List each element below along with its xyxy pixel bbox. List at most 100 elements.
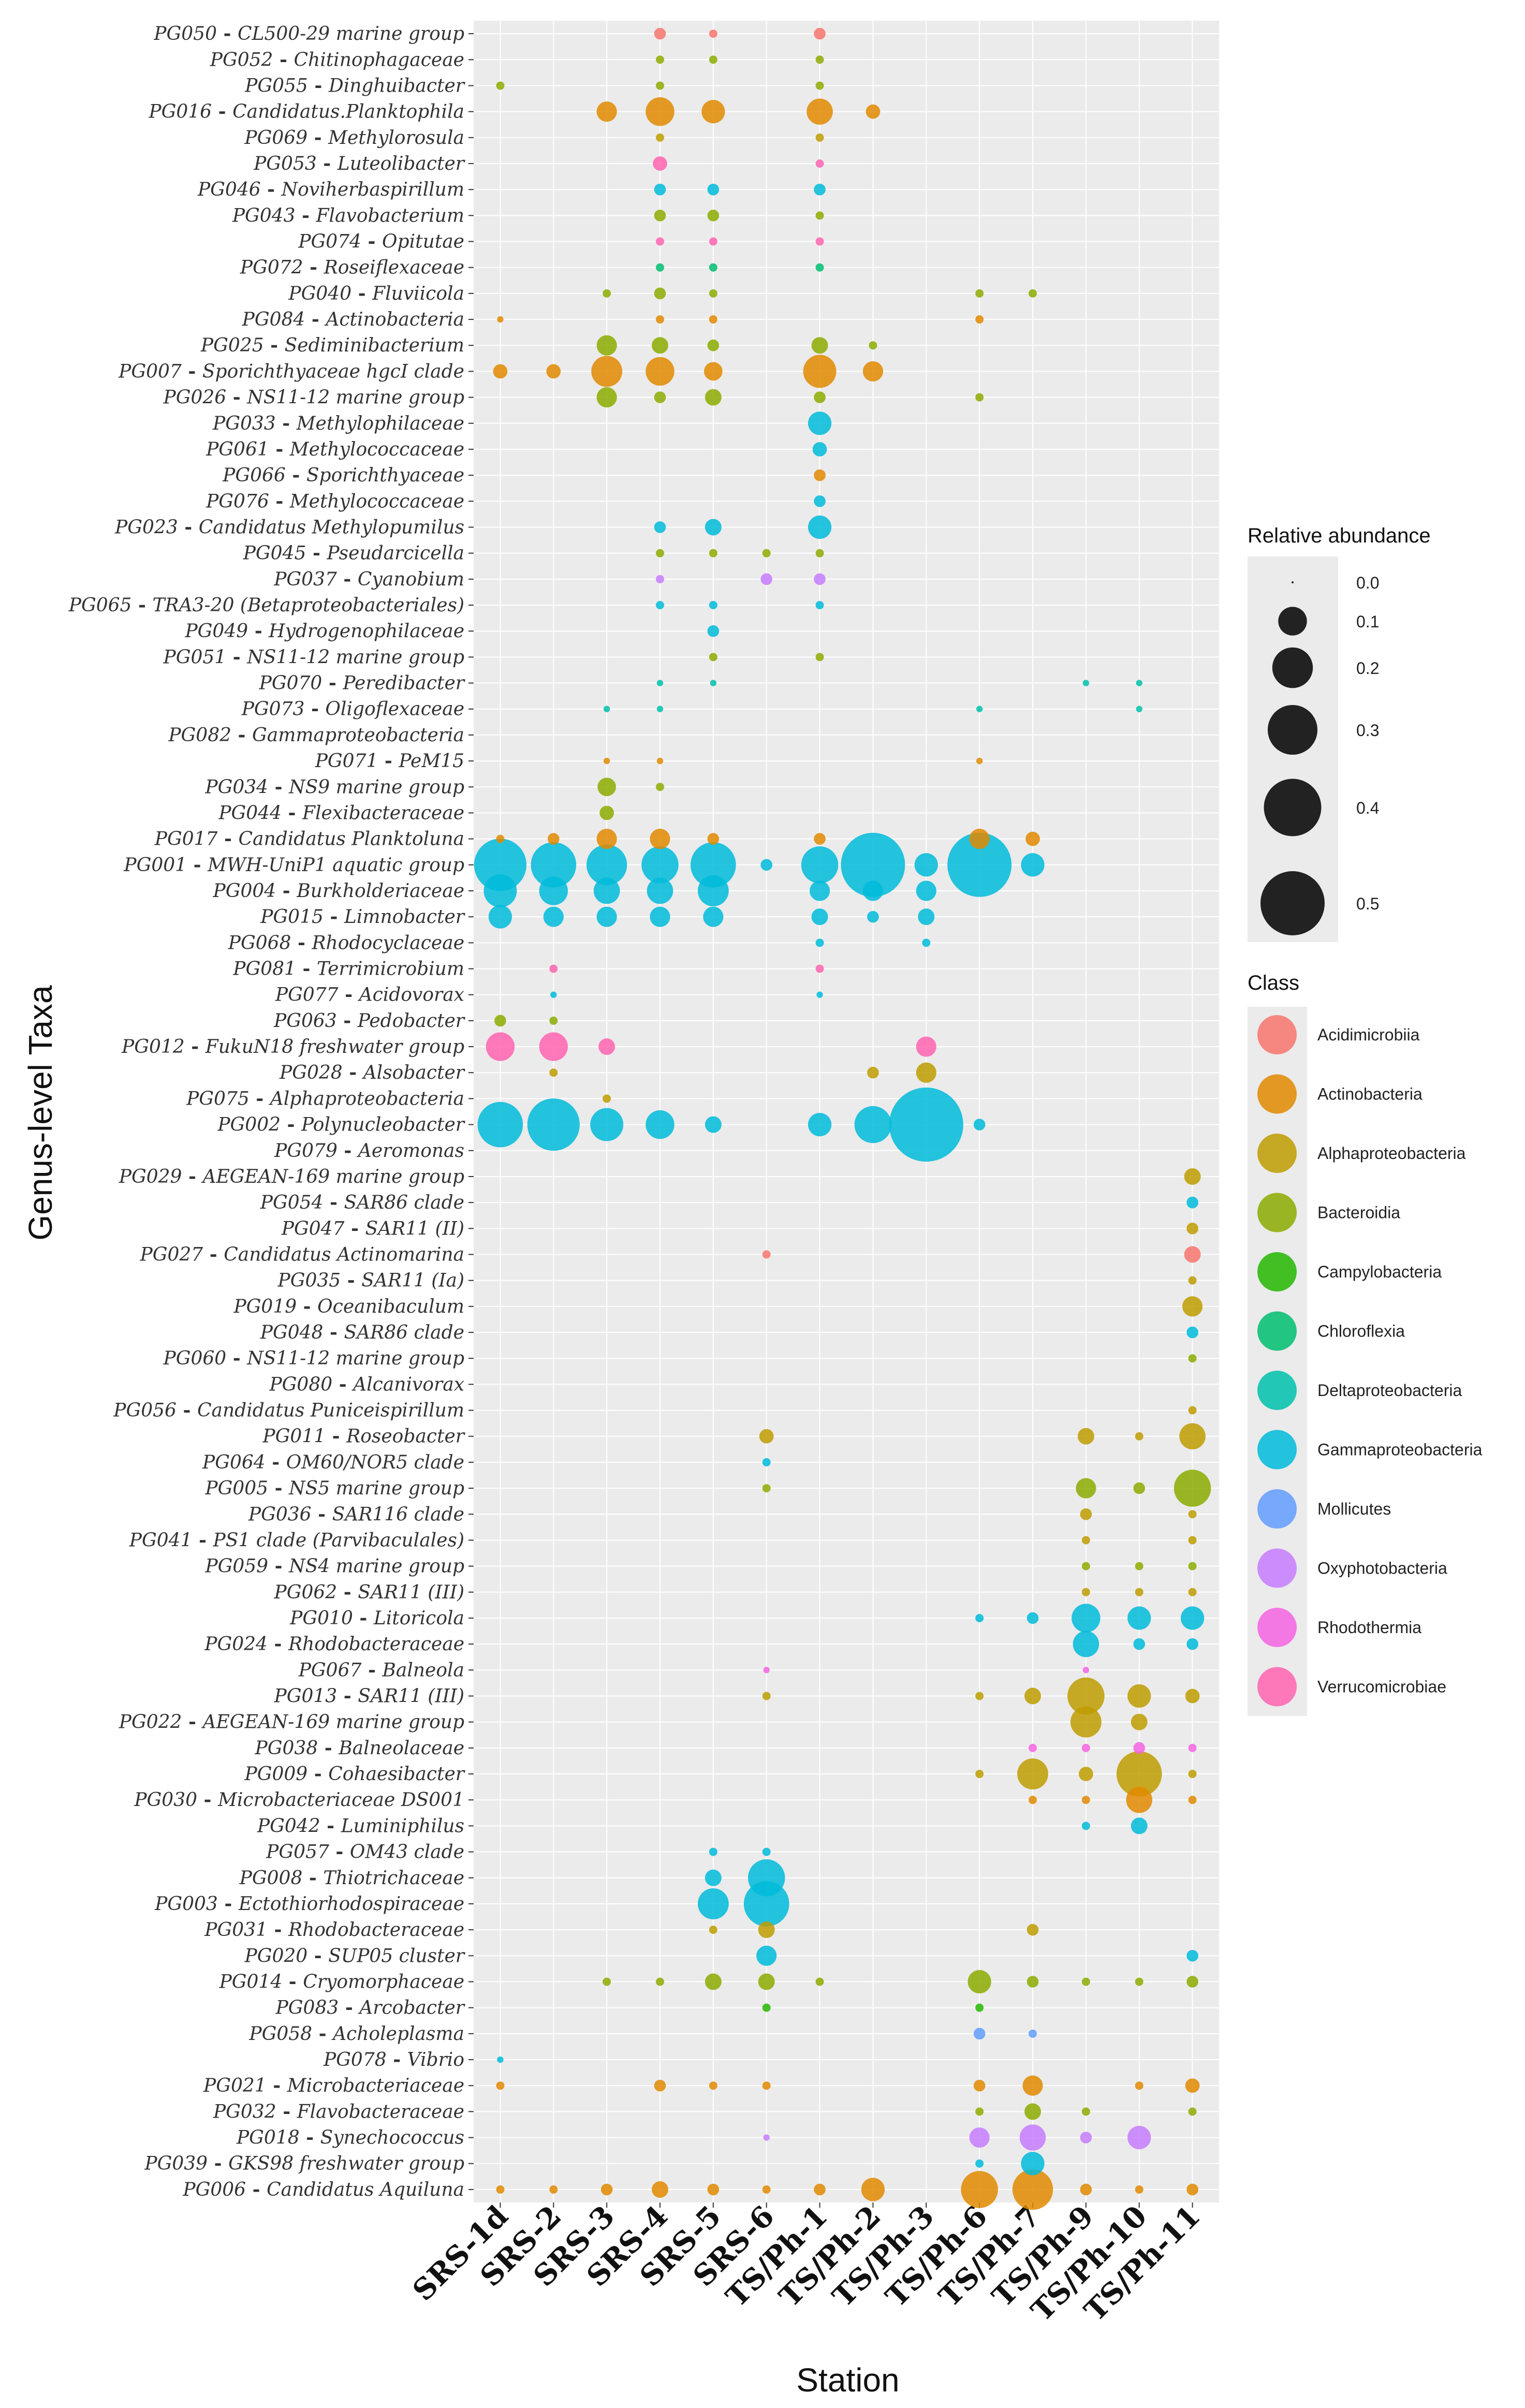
y-tick-label: PG049 - Hydrogenophilaceae [184,620,464,642]
data-point [1127,2125,1151,2150]
data-point [1185,2078,1200,2093]
data-point [597,777,617,797]
data-point [1135,1977,1143,1986]
class-legend-key [1257,1608,1297,1647]
data-point [709,237,717,246]
data-point [1188,2107,1197,2116]
data-point [709,601,717,610]
class-legend-label: Alphaproteobacteria [1317,1144,1466,1163]
class-legend-label: Campylobacteria [1317,1262,1442,1281]
data-point [1029,1796,1037,1804]
data-point [653,156,667,171]
data-point [1029,1743,1037,1752]
data-point [709,30,717,38]
data-point [1136,706,1142,712]
y-tick-label: PG020 - SUP05 cluster [244,1945,465,1966]
y-tick-label: PG011 - Roseobacter [262,1426,465,1447]
data-point [1027,1612,1039,1624]
data-point [1186,1196,1198,1209]
y-tick-label: PG044 - Flexibacteraceae [218,802,464,824]
data-point [697,1888,729,1919]
data-point [969,2127,990,2148]
data-point [1012,2169,1053,2210]
y-tick-label: PG027 - Candidatus Actinomarina [139,1243,464,1265]
data-point [709,1926,717,1934]
data-point [707,183,720,196]
size-legend-title: Relative abundance [1248,524,1431,547]
y-tick-label: PG056 - Candidatus Puniceispirillum [113,1400,464,1421]
y-tick-label: PG048 - SAR86 clade [260,1322,464,1343]
y-tick-label: PG079 - Aeromonas [274,1140,464,1162]
data-point [599,805,614,820]
data-point [549,1016,558,1025]
data-point [709,549,717,557]
y-tick-label: PG037 - Cyanobium [273,568,464,590]
data-point [1184,1168,1201,1185]
data-point [656,783,664,791]
data-point [654,391,666,403]
data-point [496,834,505,843]
data-point [1186,2183,1198,2196]
data-point [807,98,833,125]
y-tick-label: PG028 - Alsobacter [279,1062,465,1083]
data-point [814,2183,826,2196]
class-legend-label: Actinobacteria [1317,1085,1423,1104]
data-point [1133,1638,1146,1650]
class-legend-key [1257,1430,1297,1470]
class-legend-key [1257,1193,1297,1232]
class-legend-label: Bacteroidia [1317,1203,1400,1222]
data-point [762,1484,771,1493]
data-point [656,601,664,610]
data-point [596,829,617,849]
data-point [600,2183,613,2196]
data-point [808,412,832,435]
data-point [756,1945,777,1966]
data-point [815,211,824,220]
data-point [650,906,670,927]
class-legend-key [1257,1371,1297,1410]
data-point [975,315,984,324]
data-point [654,521,666,533]
data-point [710,680,717,686]
y-tick-label: PG016 - Candidatus.Planktophila [148,101,464,123]
y-tick-label: PG022 - AEGEAN-169 marine group [119,1711,464,1733]
y-tick-label: PG075 - Alphaproteobacteria [186,1088,464,1109]
class-legend-label: Rhodothermia [1317,1618,1421,1637]
y-tick-label: PG015 - Limnobacter [260,906,465,928]
data-point [1131,1817,1148,1834]
data-point [1136,680,1142,686]
y-tick-label: PG053 - Luteolibacter [253,153,465,174]
data-point [803,355,837,388]
data-point [973,2028,986,2040]
data-point [543,906,564,927]
size-legend-label: 0.1 [1356,612,1379,631]
data-point [808,515,832,539]
data-point [496,81,505,90]
data-point [650,829,670,849]
data-point [494,1015,506,1027]
y-tick-label: PG023 - Candidatus Methylopumilus [114,516,464,538]
y-tick-label: PG030 - Microbacteriaceae DS001 [134,1789,464,1811]
y-tick-label: PG055 - Dinghuibacter [244,75,465,96]
data-point [1184,1246,1201,1263]
size-legend: Relative abundance 0.0 0.1 0.2 0.3 0.4 0.5 [1248,524,1431,942]
data-point [1186,1222,1198,1235]
data-point [762,1847,771,1856]
data-point [656,263,664,272]
class-legend-key [1257,1489,1297,1529]
data-point [1186,1976,1198,1988]
data-point [1135,2185,1143,2194]
data-point [1126,1786,1153,1813]
y-tick-label: PG038 - Balneolaceae [254,1737,464,1759]
data-point [758,1921,775,1939]
data-point [654,210,666,222]
data-point [1174,1470,1211,1507]
data-point [596,335,617,356]
data-point [1186,1326,1198,1339]
data-point [1135,1588,1143,1596]
y-tick-label: PG024 - Rhodobacteraceae [204,1633,464,1655]
size-legend-key [1267,704,1318,755]
size-legend-label: 0.4 [1356,799,1379,817]
data-point [596,906,617,927]
data-point [861,2178,885,2201]
